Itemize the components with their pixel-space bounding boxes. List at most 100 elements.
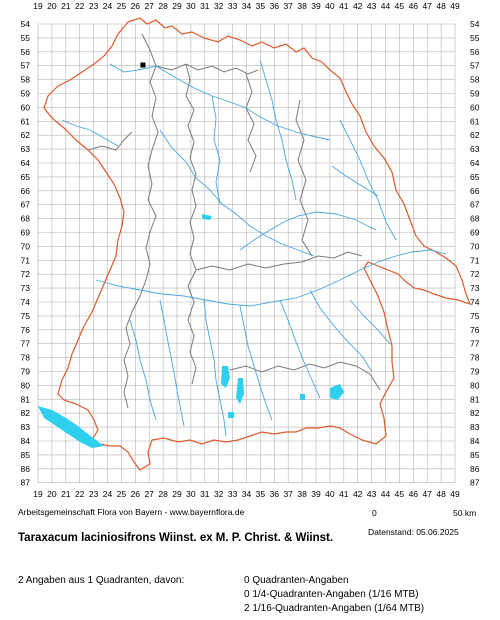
scale-zero-label: 0 (372, 508, 377, 518)
y-tick-label-left: 75 (21, 311, 31, 321)
y-tick-label-left: 62 (21, 130, 31, 140)
x-tick-label-bottom: 26 (131, 489, 141, 499)
x-tick-label-bottom: 23 (89, 489, 99, 499)
credit-line: Arbeitsgemeinschaft Flora von Bayern - w… (18, 507, 245, 517)
y-tick-label-left: 67 (21, 200, 31, 210)
x-tick-label-top: 32 (214, 1, 224, 11)
x-tick-label-top: 37 (283, 1, 293, 11)
category-quarter-quadrant: 0 1/4-Quadranten-Angaben (1/16 MTB) (244, 589, 419, 600)
x-axis-top: 19 20 21 22 23 24 25 26 27 28 29 30 31 32 33 34 35 36 37 38… (33, 1, 460, 11)
lake-small-3 (202, 214, 212, 220)
x-tick-label-top: 26 (131, 1, 141, 11)
x-tick-label-top: 45 (395, 1, 405, 11)
x-tick-label-bottom: 45 (395, 489, 405, 499)
x-tick-label-bottom: 40 (325, 489, 335, 499)
x-tick-label-bottom: 41 (339, 489, 349, 499)
x-tick-label-top: 27 (144, 1, 154, 11)
y-tick-label-left: 72 (21, 269, 31, 279)
x-tick-label-top: 30 (186, 1, 196, 11)
y-tick-label-right: 70 (470, 241, 480, 251)
y-tick-label-left: 86 (21, 464, 31, 474)
y-tick-label-right: 82 (470, 408, 480, 418)
y-tick-label-left: 73 (21, 283, 31, 293)
x-tick-label-top: 40 (325, 1, 335, 11)
x-tick-label-bottom: 37 (283, 489, 293, 499)
x-tick-label-bottom: 39 (311, 489, 321, 499)
x-tick-label-top: 29 (172, 1, 182, 11)
lakes (38, 214, 344, 448)
x-tick-label-top: 34 (242, 1, 252, 11)
y-tick-label-left: 66 (21, 186, 31, 196)
y-tick-label-right: 55 (470, 33, 480, 43)
y-tick-label-left: 68 (21, 214, 31, 224)
y-tick-label-right: 84 (470, 436, 480, 446)
lake-small-2 (300, 394, 305, 400)
y-tick-label-right: 81 (470, 394, 480, 404)
x-tick-label-top: 21 (61, 1, 71, 11)
y-tick-label-right: 65 (470, 172, 480, 182)
y-tick-label-right: 63 (470, 144, 480, 154)
x-tick-label-top: 20 (47, 1, 57, 11)
y-tick-label-left: 64 (21, 158, 31, 168)
y-tick-label-right: 62 (470, 130, 480, 140)
x-tick-label-bottom: 34 (242, 489, 252, 499)
x-tick-label-bottom: 36 (270, 489, 280, 499)
x-tick-label-top: 38 (297, 1, 307, 11)
x-tick-label-top: 41 (339, 1, 349, 11)
y-tick-label-left: 61 (21, 116, 31, 126)
y-axis-right: 54 55 56 57 58 59 60 61 62 63 64 65 66 67 68 69 70 71 72 73… (470, 19, 480, 488)
x-tick-label-top: 19 (33, 1, 43, 11)
occurrence-markers (140, 62, 146, 68)
y-tick-label-right: 59 (470, 89, 480, 99)
grid-lines (37, 23, 456, 484)
x-tick-label-bottom: 21 (61, 489, 71, 499)
x-tick-label-bottom: 33 (228, 489, 238, 499)
y-tick-label-right: 85 (470, 450, 480, 460)
y-tick-label-right: 83 (470, 422, 480, 432)
y-tick-label-left: 83 (21, 422, 31, 432)
x-tick-label-top: 24 (103, 1, 113, 11)
distribution-map: 19 20 21 22 23 24 25 26 27 28 29 30 31 32 33 34 35 36 37 38… (21, 1, 480, 499)
occurrence-marker (140, 62, 146, 68)
x-tick-label-top: 35 (256, 1, 266, 11)
x-tick-label-top: 48 (436, 1, 446, 11)
y-tick-label-left: 71 (21, 255, 31, 265)
x-tick-label-top: 39 (311, 1, 321, 11)
y-tick-label-left: 55 (21, 33, 31, 43)
y-tick-label-right: 75 (470, 311, 480, 321)
y-tick-label-left: 74 (21, 297, 31, 307)
x-tick-label-top: 46 (409, 1, 419, 11)
x-tick-label-bottom: 27 (144, 489, 154, 499)
y-tick-label-left: 54 (21, 19, 31, 29)
x-tick-label-top: 42 (353, 1, 363, 11)
x-tick-label-bottom: 19 (33, 489, 43, 499)
data-date: Datenstand: 05.06.2025 (368, 527, 459, 537)
y-tick-label-right: 69 (470, 228, 480, 238)
y-tick-label-right: 56 (470, 47, 480, 57)
category-quadrant: 0 Quadranten-Angaben (244, 575, 349, 586)
x-tick-label-bottom: 48 (436, 489, 446, 499)
x-tick-label-top: 25 (117, 1, 127, 11)
y-tick-label-left: 80 (21, 380, 31, 390)
y-tick-label-left: 81 (21, 394, 31, 404)
species-title: Taraxacum laciniosifrons Wiinst. ex M. P… (18, 532, 334, 544)
y-tick-label-right: 78 (470, 353, 480, 363)
rivers (61, 59, 447, 437)
x-axis-bottom: 19 20 21 22 23 24 25 26 27 28 29 30 31 32 33 34 35 36 37 38… (33, 489, 460, 499)
y-tick-label-right: 86 (470, 464, 480, 474)
y-tick-label-left: 85 (21, 450, 31, 460)
y-tick-label-left: 82 (21, 408, 31, 418)
lake-small-1 (228, 412, 234, 418)
district-borders (87, 33, 381, 409)
lake-chiemsee (330, 384, 344, 400)
x-tick-label-bottom: 44 (381, 489, 391, 499)
x-tick-label-top: 43 (367, 1, 377, 11)
y-tick-label-left: 69 (21, 228, 31, 238)
x-tick-label-bottom: 46 (409, 489, 419, 499)
x-tick-label-bottom: 25 (117, 489, 127, 499)
y-tick-label-left: 84 (21, 436, 31, 446)
x-tick-label-top: 36 (270, 1, 280, 11)
x-tick-label-bottom: 32 (214, 489, 224, 499)
y-tick-label-left: 65 (21, 172, 31, 182)
y-tick-label-right: 57 (470, 61, 480, 71)
